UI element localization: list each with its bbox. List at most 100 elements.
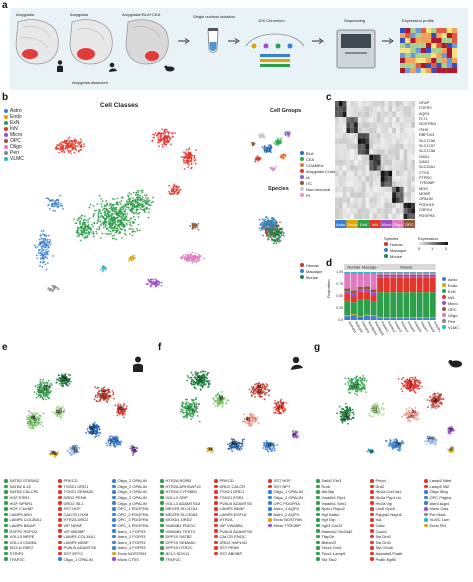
step-sequencing: Sequencing: [344, 18, 366, 23]
umap-point: [101, 392, 103, 395]
heat-cell: [373, 213, 377, 220]
proportion-bar-segment: [410, 274, 416, 277]
umap-point: [62, 144, 65, 147]
cluster-number: 15: [102, 389, 106, 393]
proportion-bar-segment: [416, 274, 423, 277]
cluster-number: 25: [56, 410, 60, 414]
heat-cell: [361, 111, 366, 118]
umap-point: [269, 222, 272, 225]
umap-point: [180, 156, 183, 158]
cluster-number: 14: [278, 406, 282, 410]
umap-point: [98, 194, 101, 197]
heat-cell: [405, 43, 411, 48]
umap-point: [106, 401, 109, 404]
gene-label: NOSTRIN: [419, 122, 437, 127]
umap-point: [122, 215, 125, 218]
proportion-bar-segment: [370, 301, 377, 316]
umap-point: [94, 209, 96, 212]
umap-point: [98, 390, 101, 392]
heat-cell: [373, 111, 377, 118]
proportion-bar-segment: [410, 318, 416, 320]
umap-point: [79, 149, 82, 151]
umap-point: [274, 224, 277, 227]
umap-point: [116, 408, 119, 411]
umap-point: [198, 403, 201, 406]
umap-point: [39, 378, 42, 381]
monkey-silhouette-icon: [109, 62, 117, 72]
legend-label: COAMEA: [306, 162, 324, 168]
cluster-number: 8: [293, 432, 295, 436]
proportion-bar-segment: [390, 317, 397, 319]
umap-point: [196, 415, 199, 417]
heat-cell: [392, 101, 397, 107]
umap-point: [40, 253, 43, 256]
proportion-bar-segment: [364, 315, 370, 320]
cluster-number: 37: [102, 391, 106, 395]
umap-point: [64, 377, 67, 380]
heat-cell: [384, 170, 389, 177]
umap-point: [256, 385, 258, 388]
heat-cell: [361, 133, 366, 139]
umap-point: [200, 383, 203, 385]
umap-point: [160, 281, 163, 284]
umap-point: [278, 410, 280, 413]
umap-point: [262, 225, 264, 228]
heat-cell: [384, 106, 389, 112]
heat-cell: [446, 63, 452, 68]
heat-cell: [411, 208, 416, 214]
heat-cell: [446, 43, 452, 48]
umap-point: [49, 241, 52, 243]
umap-point: [43, 248, 45, 251]
umap-point: [125, 219, 128, 222]
umap-point: [57, 451, 59, 454]
gene-label: GAD1: [419, 154, 430, 159]
umap-point: [65, 382, 68, 385]
umap-point: [184, 258, 187, 261]
cluster-number: 4: [277, 406, 279, 410]
heat-cell: [361, 149, 366, 155]
umap-point: [45, 244, 48, 247]
legend-item: ExN: [442, 288, 459, 294]
cluster-number: 29: [114, 439, 118, 443]
umap-point: [197, 371, 200, 374]
umap-point: [80, 232, 83, 234]
umap-point: [266, 222, 269, 224]
heat-cell: [373, 186, 377, 193]
heat-cell: [436, 63, 442, 68]
umap-point: [95, 230, 98, 233]
cluster-legend-label: HTR2A RORB: [165, 478, 192, 484]
class-bar-segment: [369, 220, 381, 228]
heat-cell: [436, 58, 442, 63]
umap-point: [191, 380, 193, 383]
umap-point: [85, 229, 88, 232]
umap-point: [274, 240, 277, 243]
umap-point: [136, 189, 139, 192]
proportion-bar-segment: [383, 274, 390, 277]
umap-point: [128, 227, 131, 230]
heat-cell: [335, 213, 339, 220]
umap-point: [45, 384, 48, 387]
umap-point: [70, 140, 72, 142]
umap-point: [108, 233, 110, 236]
umap-point: [41, 265, 44, 268]
umap-point: [157, 280, 160, 283]
umap-point: [269, 167, 272, 170]
legend-label: Macaque: [390, 247, 407, 253]
umap-point: [264, 444, 267, 446]
cluster-legend-swatch: [268, 479, 272, 483]
umap-point: [240, 442, 243, 445]
umap-point: [51, 290, 54, 293]
umap-point: [272, 444, 275, 446]
umap-point: [43, 234, 46, 237]
umap-point: [193, 254, 196, 257]
heat-cell: [373, 138, 377, 144]
heat-cell: [338, 154, 343, 161]
umap-point: [102, 269, 105, 272]
heat-cell: [399, 170, 404, 177]
heat-cell: [373, 127, 377, 134]
umap-point: [83, 223, 86, 225]
umap-point: [60, 381, 63, 384]
umap-point: [276, 233, 279, 236]
umap-point: [221, 391, 224, 393]
cluster-legend-swatch: [112, 557, 116, 561]
